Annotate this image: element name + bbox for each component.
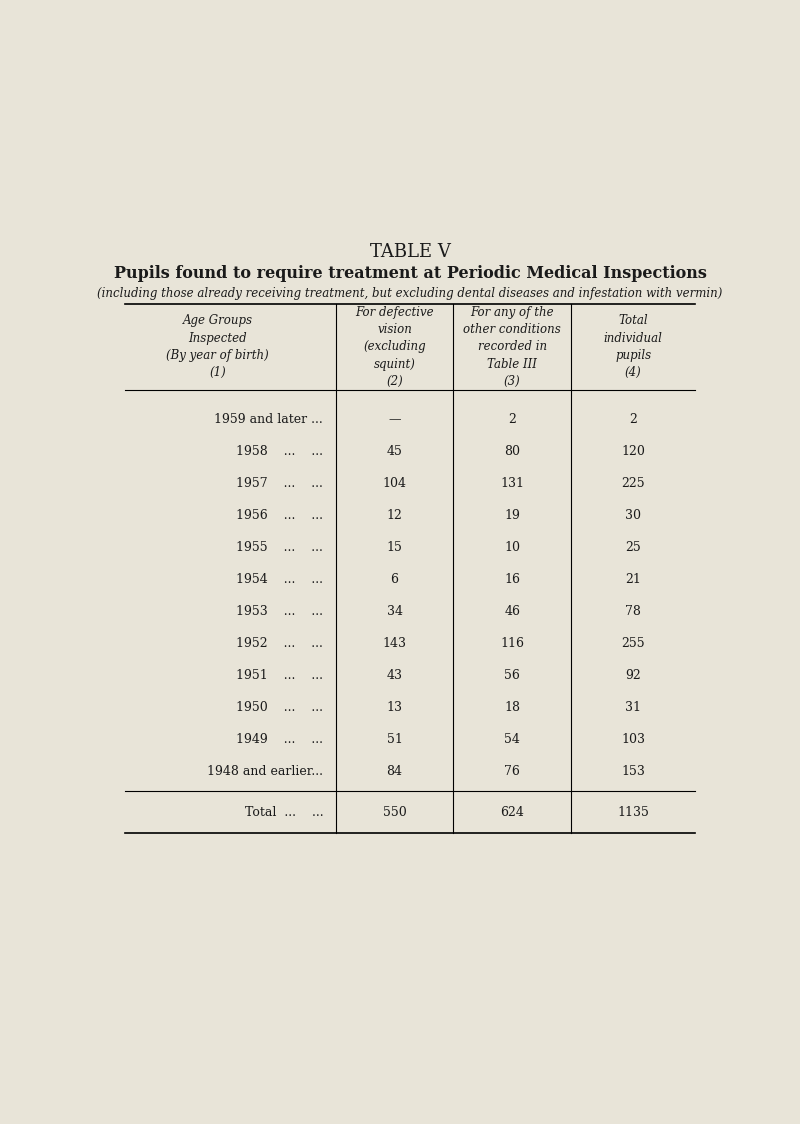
Text: 15: 15 — [386, 541, 402, 554]
Text: Table III: Table III — [487, 357, 538, 371]
Text: 550: 550 — [382, 806, 406, 818]
Text: 1954    ...    ...: 1954 ... ... — [236, 573, 323, 586]
Text: 21: 21 — [626, 573, 641, 586]
Text: (including those already receiving treatment, but excluding dental diseases and : (including those already receiving treat… — [98, 288, 722, 300]
Text: 13: 13 — [386, 701, 402, 714]
Text: For any of the: For any of the — [470, 306, 554, 319]
Text: 78: 78 — [626, 605, 641, 618]
Text: 1948 and earlier...: 1948 and earlier... — [207, 765, 323, 778]
Text: 225: 225 — [622, 477, 645, 490]
Text: 1952    ...    ...: 1952 ... ... — [236, 637, 323, 650]
Text: 1959 and later ...: 1959 and later ... — [214, 413, 323, 426]
Text: Total: Total — [618, 315, 648, 327]
Text: TABLE V: TABLE V — [370, 243, 450, 261]
Text: 43: 43 — [386, 669, 402, 682]
Text: 84: 84 — [386, 765, 402, 778]
Text: 12: 12 — [386, 509, 402, 522]
Text: 51: 51 — [386, 733, 402, 746]
Text: (By year of birth): (By year of birth) — [166, 350, 269, 362]
Text: 30: 30 — [626, 509, 642, 522]
Text: (excluding: (excluding — [363, 341, 426, 353]
Text: 92: 92 — [626, 669, 641, 682]
Text: 2: 2 — [630, 413, 637, 426]
Text: (1): (1) — [210, 366, 226, 380]
Text: 19: 19 — [504, 509, 520, 522]
Text: 80: 80 — [504, 445, 520, 457]
Text: 16: 16 — [504, 573, 520, 586]
Text: 34: 34 — [386, 605, 402, 618]
Text: 1958    ...    ...: 1958 ... ... — [236, 445, 323, 457]
Text: 1135: 1135 — [618, 806, 649, 818]
Text: 2: 2 — [508, 413, 516, 426]
Text: 116: 116 — [500, 637, 524, 650]
Text: 1949    ...    ...: 1949 ... ... — [236, 733, 323, 746]
Text: 54: 54 — [504, 733, 520, 746]
Text: 1956    ...    ...: 1956 ... ... — [236, 509, 323, 522]
Text: 46: 46 — [504, 605, 520, 618]
Text: 45: 45 — [386, 445, 402, 457]
Text: 1955    ...    ...: 1955 ... ... — [236, 541, 323, 554]
Text: 1957    ...    ...: 1957 ... ... — [236, 477, 323, 490]
Text: (4): (4) — [625, 366, 642, 380]
Text: 131: 131 — [500, 477, 524, 490]
Text: Age Groups: Age Groups — [182, 315, 253, 327]
Text: squint): squint) — [374, 357, 415, 371]
Text: 153: 153 — [622, 765, 645, 778]
Text: 18: 18 — [504, 701, 520, 714]
Text: 1953    ...    ...: 1953 ... ... — [236, 605, 323, 618]
Text: —: — — [388, 413, 401, 426]
Text: recorded in: recorded in — [478, 341, 547, 353]
Text: 255: 255 — [622, 637, 645, 650]
Text: vision: vision — [377, 323, 412, 336]
Text: 1951    ...    ...: 1951 ... ... — [236, 669, 323, 682]
Text: 624: 624 — [500, 806, 524, 818]
Text: Total  ...    ...: Total ... ... — [245, 806, 323, 818]
Text: 10: 10 — [504, 541, 520, 554]
Text: other conditions: other conditions — [463, 323, 561, 336]
Text: For defective: For defective — [355, 306, 434, 319]
Text: 120: 120 — [622, 445, 645, 457]
Text: 104: 104 — [382, 477, 406, 490]
Text: 76: 76 — [504, 765, 520, 778]
Text: (3): (3) — [504, 375, 521, 388]
Text: individual: individual — [604, 332, 662, 345]
Text: 56: 56 — [504, 669, 520, 682]
Text: 1950    ...    ...: 1950 ... ... — [236, 701, 323, 714]
Text: 6: 6 — [390, 573, 398, 586]
Text: Inspected: Inspected — [189, 332, 247, 345]
Text: Pupils found to require treatment at Periodic Medical Inspections: Pupils found to require treatment at Per… — [114, 265, 706, 282]
Text: 31: 31 — [626, 701, 642, 714]
Text: 143: 143 — [382, 637, 406, 650]
Text: (2): (2) — [386, 375, 403, 388]
Text: 25: 25 — [626, 541, 641, 554]
Text: pupils: pupils — [615, 350, 651, 362]
Text: 103: 103 — [622, 733, 646, 746]
